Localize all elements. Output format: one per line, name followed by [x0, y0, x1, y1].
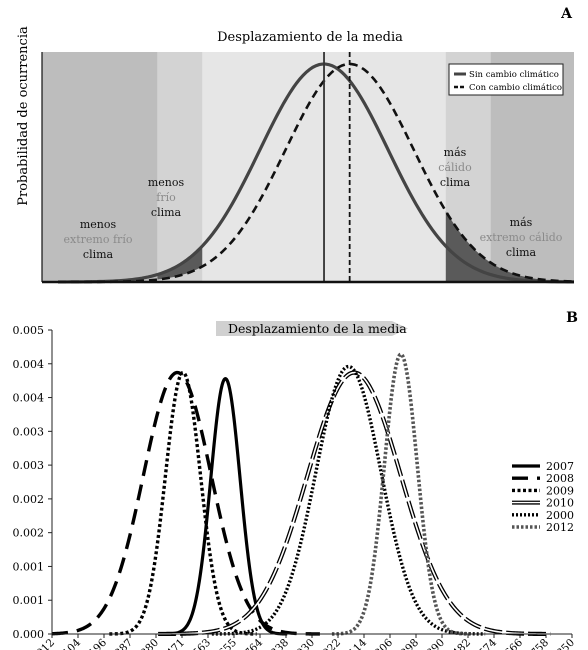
y-tick-label: 0.001: [13, 560, 45, 573]
x-tick-label: 3850: [550, 637, 577, 650]
y-tick-label: 0.004: [13, 358, 45, 371]
extreme-cold-line3: clima: [83, 248, 114, 261]
legend-label-2008: 2008: [546, 472, 574, 485]
panel-a-ylabel: Probabilidad de ocurrencia: [16, 26, 31, 206]
x-tick-label: 2764: [238, 636, 266, 650]
cold-line1: menos: [148, 176, 185, 189]
cold-line2: frío: [156, 191, 176, 204]
label-cold: menos frío clima: [148, 176, 185, 219]
y-tick-label: 0.001: [13, 594, 45, 607]
x-tick-label: 3390: [420, 637, 447, 650]
y-tick-label: 0.003: [13, 459, 45, 472]
x-tick-label: 3206: [368, 636, 396, 650]
hot-line2: cálido: [438, 161, 472, 174]
shift-arrow: [216, 321, 408, 336]
x-tick-label: 2838: [264, 637, 291, 650]
x-tick-label: 2655: [212, 637, 239, 650]
x-tick-label: 2287: [108, 637, 135, 650]
legend-label-2010: 2010: [546, 497, 574, 510]
panel-a-title: Desplazamiento de la media: [217, 30, 403, 45]
y-tick-label: 0.003: [13, 425, 45, 438]
series-2012: [331, 352, 470, 636]
label-extreme-hot: más extremo cálido clima: [480, 216, 563, 259]
label-hot: más cálido clima: [438, 146, 472, 189]
x-tick-label: 3574: [472, 636, 500, 650]
label-extreme-cold: menos extremo frío clima: [64, 218, 133, 261]
series-2010-inner: [158, 371, 551, 635]
panel-a: A Desplazamiento de la media Probabilida…: [16, 6, 575, 284]
series-2009: [109, 370, 257, 636]
x-tick-label: 3758: [524, 637, 551, 650]
y-tick-label: 0.002: [13, 493, 45, 506]
series-con-cambio-climatico: [58, 62, 575, 284]
panel-b: B Desplazamiento de la media 0.0000.0010…: [13, 310, 579, 650]
x-tick-label: 2563: [186, 637, 213, 650]
x-tick-label: 3482: [446, 637, 473, 650]
series-sin-cambio-climatico: [58, 62, 575, 284]
x-tick-label: 2471: [160, 637, 187, 650]
panel-b-x-ticks: 2012210421962287238024712563265527642838…: [30, 634, 577, 650]
zone-cold: [157, 52, 203, 282]
y-tick-label: 0.000: [13, 628, 45, 641]
cold-line3: clima: [151, 206, 182, 219]
legend-label-2009: 2009: [546, 484, 574, 497]
panel-a-letter: A: [560, 6, 573, 22]
series-2008: [51, 370, 320, 636]
x-tick-label: 3298: [394, 637, 421, 650]
legend-label-2012: 2012: [546, 521, 574, 534]
y-tick-label: 0.002: [13, 527, 45, 540]
x-tick-label: 3022: [316, 637, 343, 650]
x-tick-label: 2196: [82, 636, 110, 650]
y-tick-label: 0.005: [13, 324, 45, 337]
x-tick-label: 2930: [290, 637, 317, 650]
panel-b-curves: [51, 352, 551, 637]
shift-arrow-label: Desplazamiento de la media: [228, 321, 407, 336]
panel-b-y-ticks: 0.000 0.001 0.001 0.002 0.002 0.003 0.003 0.004…: [13, 324, 52, 641]
series-2007: [163, 376, 288, 636]
hot-line3: clima: [440, 176, 471, 189]
legend-label-sin: Sin cambio climático: [469, 69, 559, 80]
legend-box: [448, 63, 564, 96]
zone-extreme-cold: [42, 52, 158, 282]
panel-a-legend: Sin cambio climático Con cambio climátic…: [448, 63, 564, 96]
x-tick-label: 3114: [342, 636, 370, 650]
y-tick-label: 0.004: [13, 392, 45, 405]
extreme-hot-line1: más: [510, 216, 533, 229]
legend-label-2007: 2007: [546, 460, 574, 473]
panel-b-letter: B: [566, 310, 578, 326]
extreme-cold-line1: menos: [80, 218, 117, 231]
x-tick-label: 2380: [134, 637, 161, 650]
legend-label-2000: 2000: [546, 509, 574, 522]
legend-label-con: Con cambio climático: [469, 82, 562, 93]
x-tick-label: 2104: [56, 636, 84, 650]
extreme-hot-line3: clima: [506, 246, 537, 259]
hot-tail-shade: [445, 211, 574, 282]
x-tick-label: 3666: [498, 636, 526, 650]
extreme-hot-line2: extremo cálido: [480, 231, 563, 244]
extreme-cold-line2: extremo frío: [64, 233, 133, 246]
hot-line1: más: [444, 146, 467, 159]
